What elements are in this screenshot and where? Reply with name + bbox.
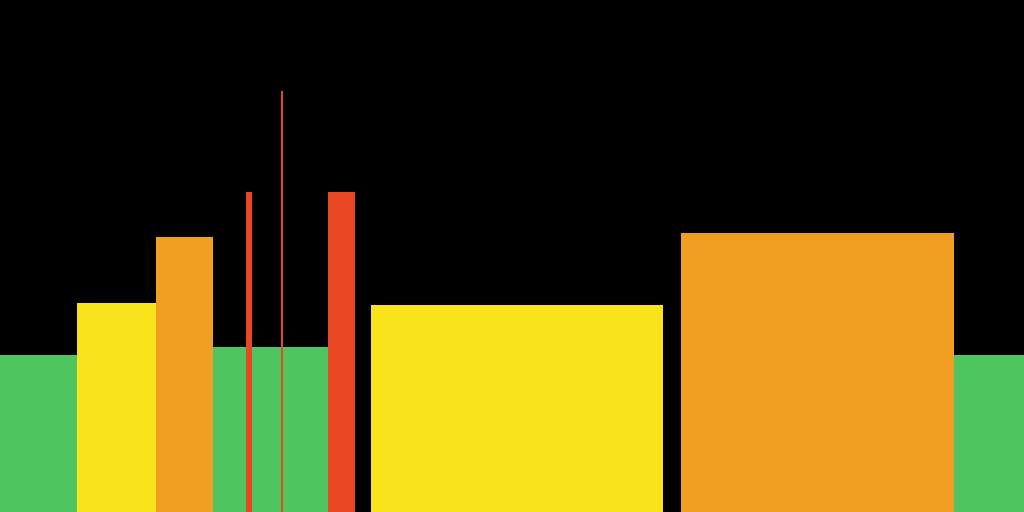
bar-7 [371,305,663,512]
bar-3 [213,347,328,512]
bar-4 [246,192,252,512]
bar-chart [0,0,1024,512]
bar-9 [954,355,1024,512]
bar-1 [77,303,156,512]
bar-0 [0,355,77,512]
bar-8 [681,233,954,512]
bar-5 [281,91,283,512]
bar-2 [156,237,213,512]
bar-6 [328,192,355,512]
